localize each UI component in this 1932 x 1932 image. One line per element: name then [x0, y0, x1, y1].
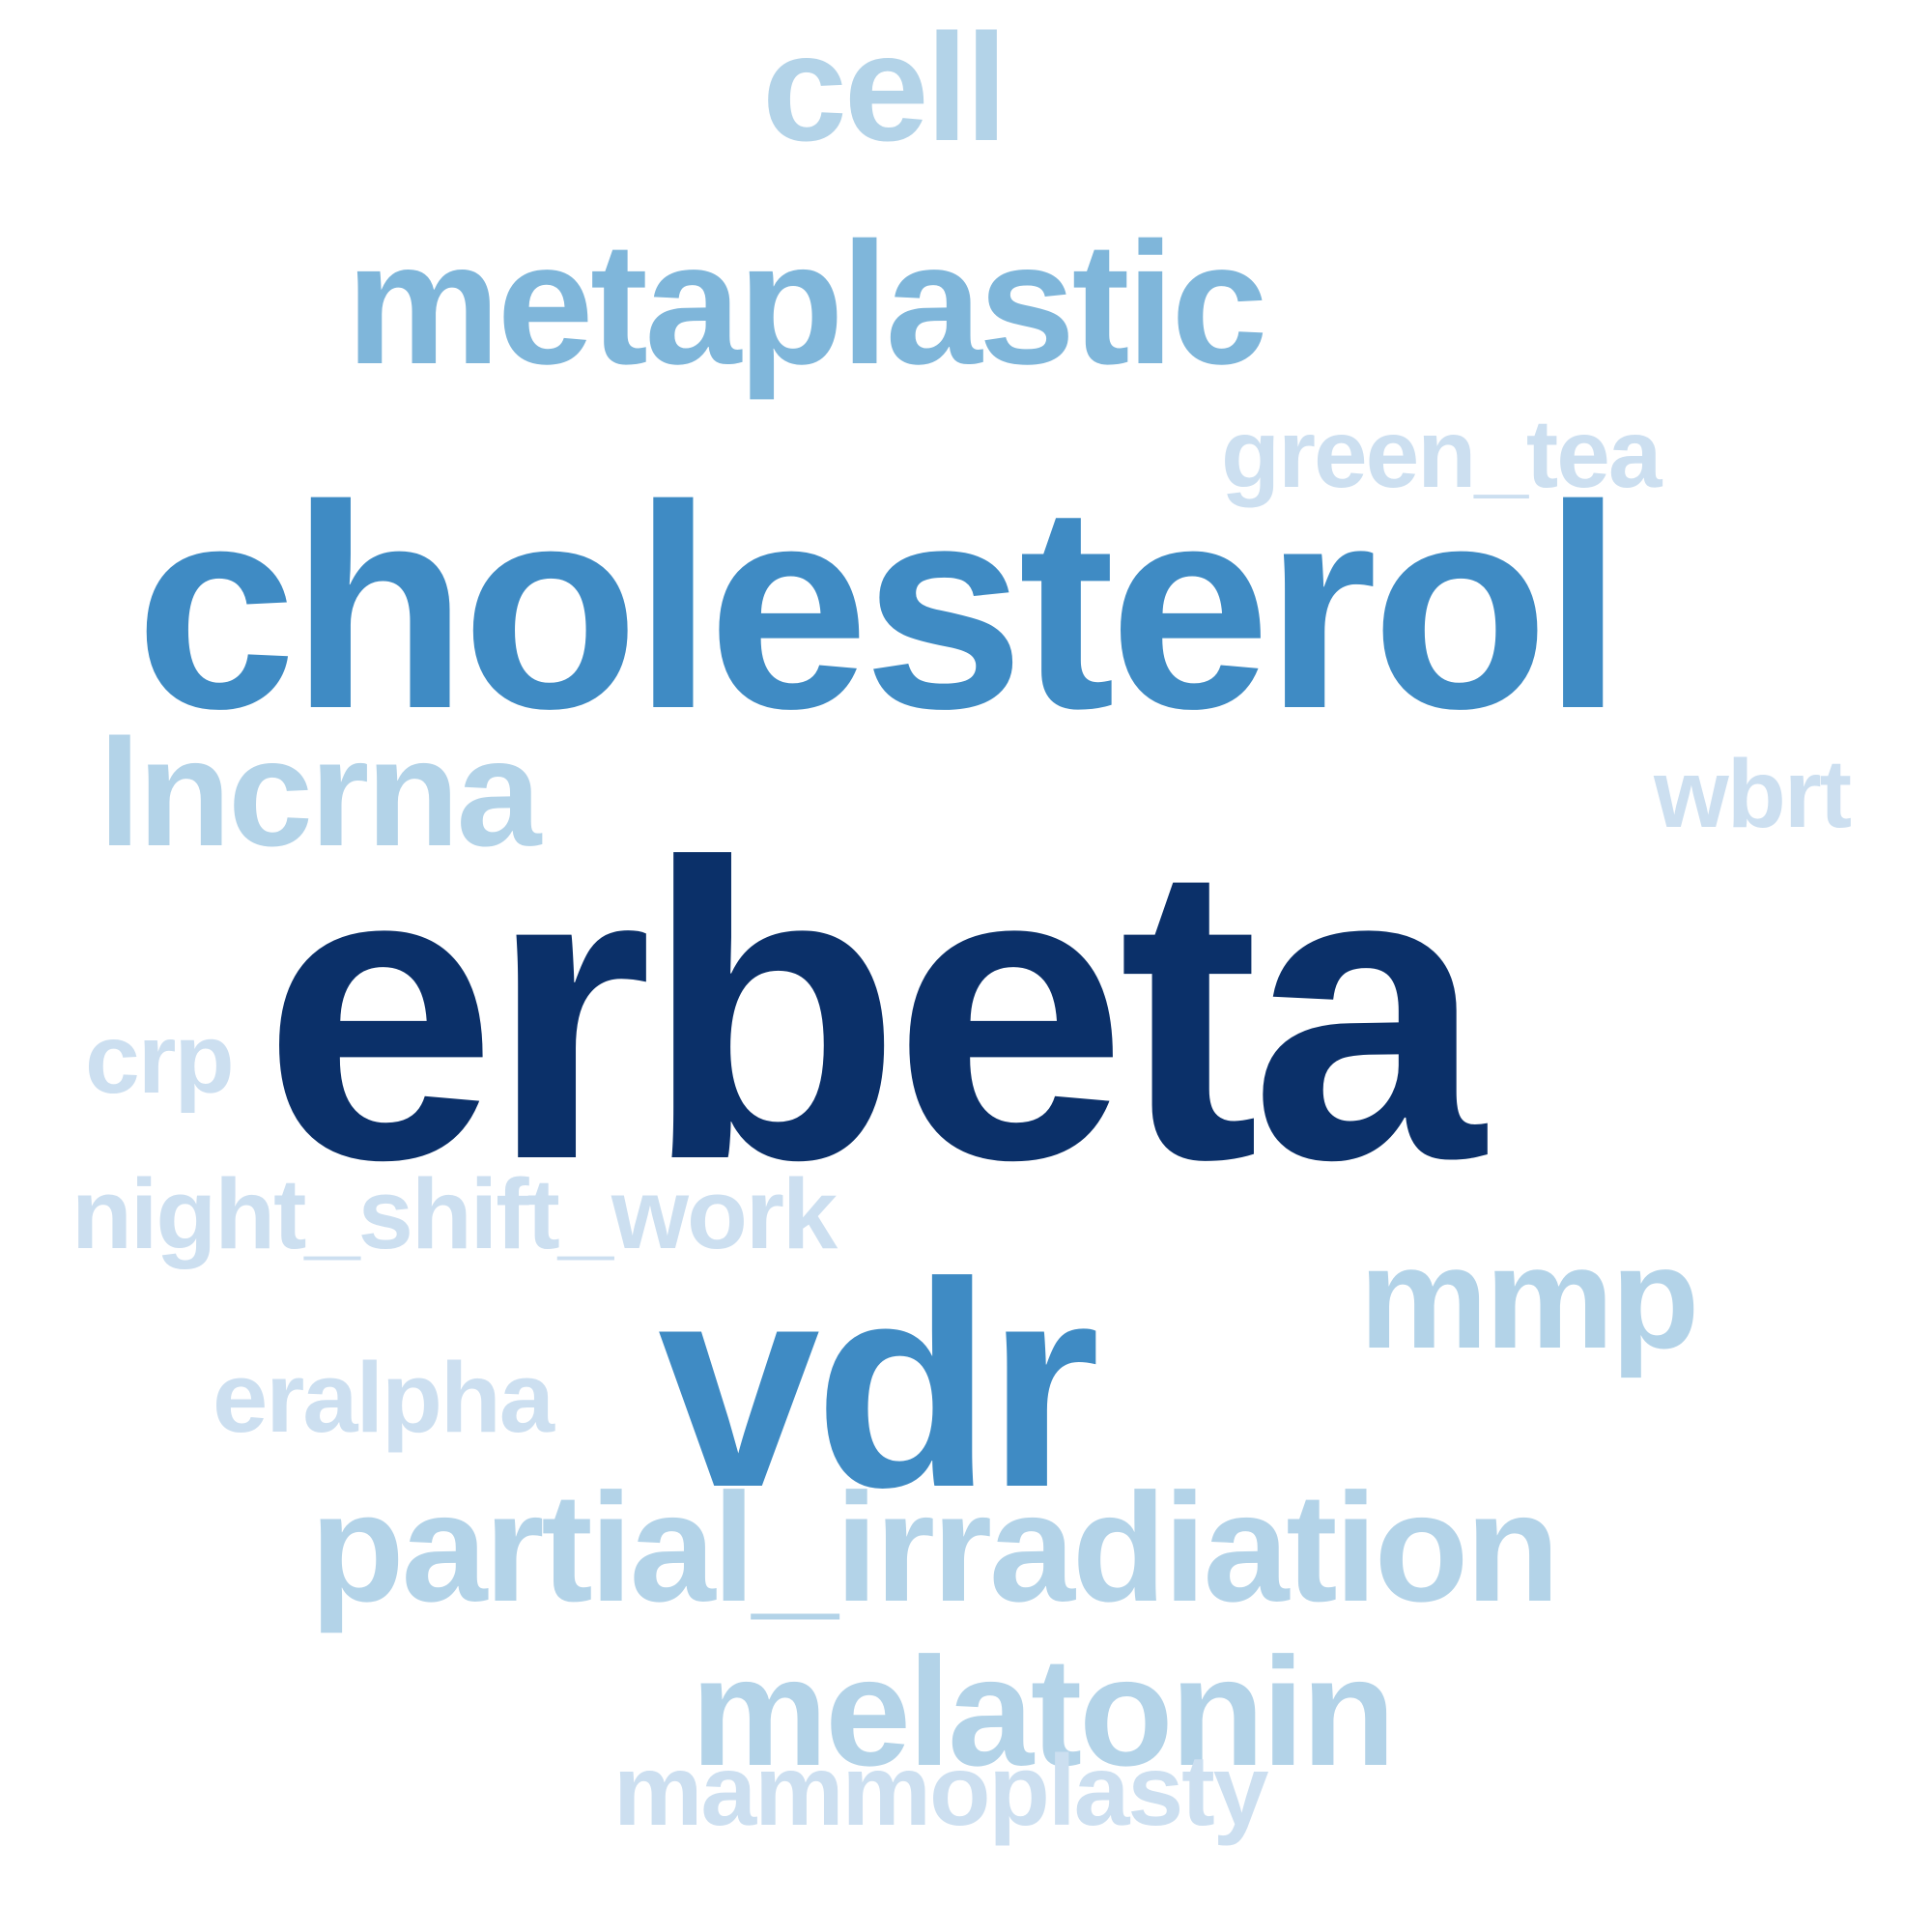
- word-wbrt: wbrt: [1654, 740, 1852, 848]
- word-green-tea: green_tea: [1221, 400, 1662, 508]
- word-mmp: mmp: [1359, 1216, 1699, 1378]
- word-cell: cell: [762, 3, 1008, 173]
- word-vdr: vdr: [658, 1222, 1100, 1548]
- word-melatonin: melatonin: [691, 1625, 1396, 1798]
- word-erbeta: erbeta: [263, 777, 1485, 1247]
- word-crp: crp: [85, 1004, 235, 1114]
- word-metaplastic: metaplastic: [346, 207, 1267, 401]
- word-cholesterol: cholesterol: [135, 444, 1623, 769]
- word-mammoplasty: mammoplasty: [613, 1735, 1269, 1847]
- word-night-shift-work: night_shift_work: [71, 1158, 838, 1269]
- word-partial-irradiation: partial_irradiation: [310, 1461, 1560, 1634]
- word-eralpha: eralpha: [213, 1342, 554, 1453]
- word-lncrna: lncrna: [99, 708, 541, 878]
